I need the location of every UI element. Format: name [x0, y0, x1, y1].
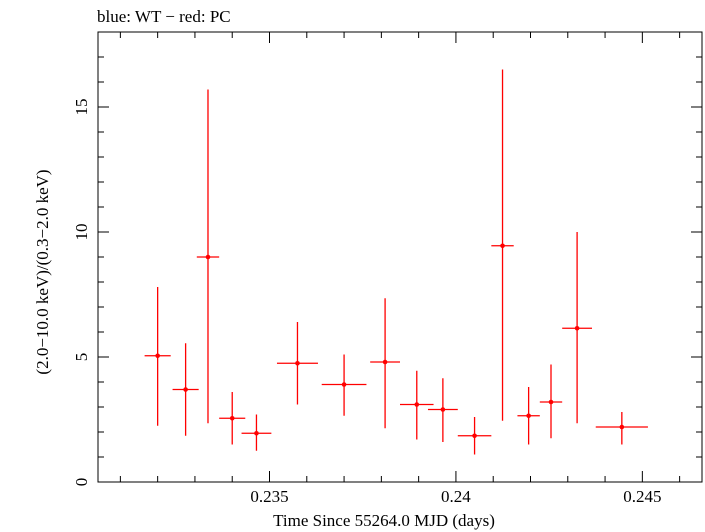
point-marker [620, 425, 625, 430]
point-marker [295, 361, 300, 366]
y-axis-label: (2.0−10.0 keV)/(0.3−2.0 keV) [33, 169, 52, 374]
data-point [173, 343, 199, 436]
data-point [562, 232, 592, 423]
data-point [596, 412, 648, 445]
point-marker [472, 433, 477, 438]
point-marker [526, 413, 531, 418]
y-tick-label: 5 [72, 353, 91, 362]
data-point [370, 298, 400, 428]
data-point [242, 415, 272, 451]
data-point [517, 387, 539, 445]
point-marker [155, 353, 160, 358]
x-axis-label: Time Since 55264.0 MJD (days) [273, 511, 495, 530]
axis-tick-labels: 0.235 0.24 0.245 0 5 10 15 [72, 99, 661, 507]
data-point [400, 371, 434, 440]
point-marker [230, 416, 235, 421]
data-points [145, 70, 648, 455]
data-point [540, 365, 562, 439]
data-point [197, 90, 219, 424]
data-point [277, 322, 318, 405]
axis-ticks [98, 32, 702, 482]
point-marker [183, 387, 188, 392]
point-marker [500, 243, 505, 248]
plot-frame [98, 32, 702, 482]
point-marker [254, 431, 259, 436]
x-tick-label: 0.24 [441, 487, 471, 506]
y-tick-label: 0 [72, 478, 91, 487]
data-point [145, 287, 171, 426]
point-marker [441, 407, 446, 412]
y-tick-label: 10 [72, 224, 91, 241]
x-tick-label: 0.235 [250, 487, 288, 506]
point-marker [549, 400, 554, 405]
data-point [491, 70, 513, 421]
point-marker [342, 382, 347, 387]
point-marker [383, 360, 388, 365]
data-point [458, 417, 492, 455]
point-marker [206, 255, 211, 260]
y-tick-label: 15 [72, 99, 91, 116]
chart-title: blue: WT − red: PC [97, 7, 231, 26]
point-marker [575, 326, 580, 331]
data-point [428, 378, 458, 442]
x-tick-label: 0.245 [623, 487, 661, 506]
data-point [219, 392, 245, 445]
data-point [322, 355, 367, 416]
point-marker [414, 402, 419, 407]
